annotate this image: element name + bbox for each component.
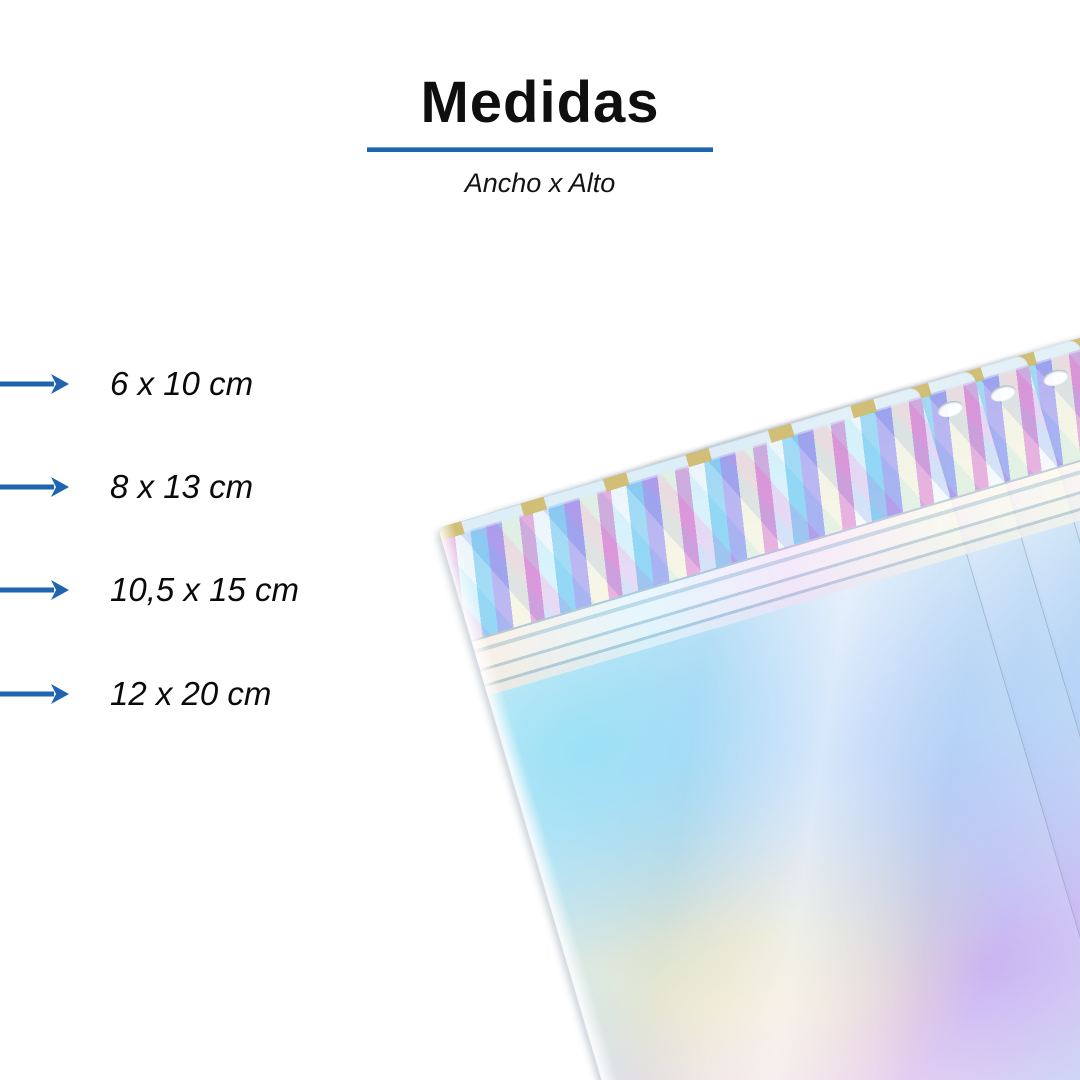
title-divider — [367, 147, 713, 152]
page-title: Medidas — [420, 70, 660, 135]
page-subtitle: Ancho x Alto — [464, 168, 616, 198]
